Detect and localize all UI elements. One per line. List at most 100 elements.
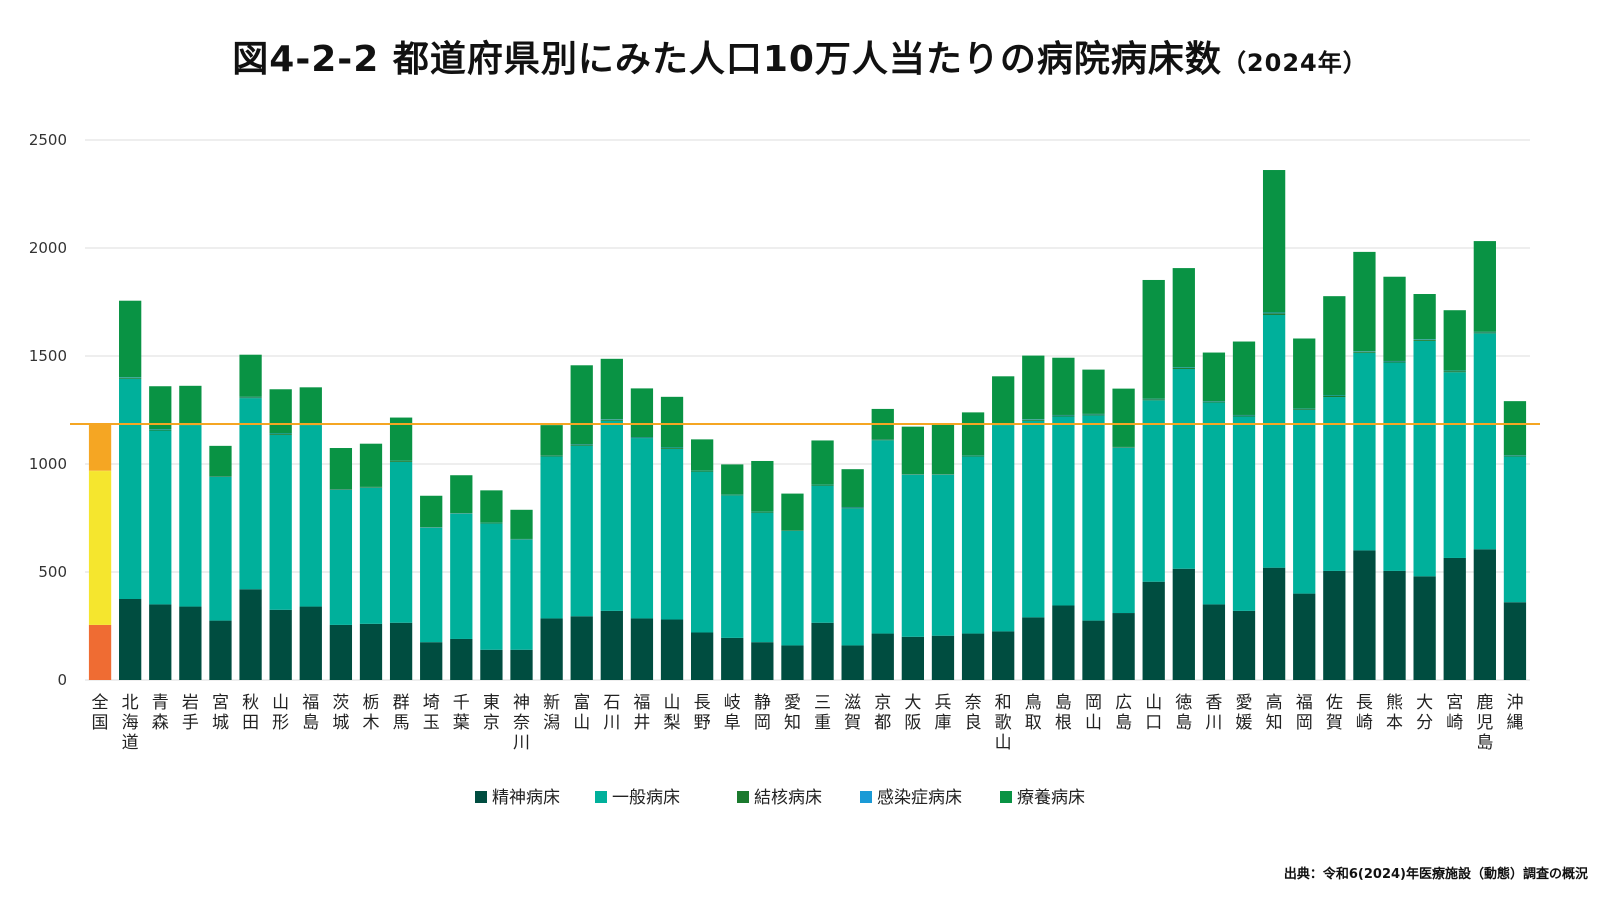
x-tick-label: 奈 bbox=[513, 713, 530, 733]
bar-segment bbox=[1022, 617, 1045, 680]
x-tick-label: 兵 bbox=[934, 693, 951, 713]
x-tick-label: 川 bbox=[1205, 713, 1222, 733]
bar-segment bbox=[1172, 368, 1195, 569]
bar-segment bbox=[269, 389, 292, 434]
bar-segment bbox=[721, 495, 744, 638]
x-tick-label: 城 bbox=[212, 713, 229, 733]
bar-segment bbox=[1112, 447, 1135, 614]
x-tick-label: 崎 bbox=[1356, 713, 1373, 733]
source-note: 出典：令和6(2024)年医療施設（動態）調査の概況 bbox=[1283, 867, 1588, 882]
bar-segment bbox=[751, 642, 774, 680]
x-tick-label: 鹿 bbox=[1476, 693, 1493, 713]
x-tick-label: 宮 bbox=[1446, 693, 1463, 713]
bar-segment bbox=[1172, 268, 1195, 368]
chart-title-main: 図4-2-2 都道府県別にみた人口10万人当たりの病院病床数 bbox=[232, 39, 1222, 80]
bar-segment bbox=[480, 649, 503, 680]
bar-segment bbox=[721, 637, 744, 680]
bar-segment bbox=[389, 622, 413, 680]
bar-segment bbox=[88, 423, 112, 471]
bar-segment bbox=[1052, 415, 1075, 417]
bar-segment bbox=[1293, 409, 1316, 410]
x-tick-label: 愛 bbox=[1236, 693, 1253, 713]
bar-segment bbox=[841, 507, 864, 509]
bar-segment bbox=[751, 460, 774, 512]
bar-segment bbox=[992, 376, 1015, 424]
legend-swatch bbox=[475, 791, 487, 803]
bar-segment bbox=[1383, 362, 1406, 571]
x-tick-label: 都 bbox=[874, 713, 891, 733]
chart-title: 図4-2-2 都道府県別にみた人口10万人当たりの病院病床数（2024年） bbox=[0, 30, 1600, 82]
bar-segment bbox=[781, 493, 804, 531]
x-tick-label: 東 bbox=[483, 693, 500, 713]
legend-label: 結核病床 bbox=[754, 788, 822, 808]
bar-segment bbox=[359, 623, 383, 680]
x-tick-label: 群 bbox=[393, 693, 410, 713]
bar-segment bbox=[871, 633, 894, 680]
y-tick-label: 0 bbox=[57, 671, 67, 689]
x-tick-label: 和 bbox=[995, 693, 1012, 713]
bar-segment bbox=[1383, 570, 1406, 680]
bar-segment bbox=[901, 474, 925, 637]
x-tick-label: 潟 bbox=[543, 713, 560, 733]
x-tick-label: 福 bbox=[633, 693, 650, 713]
bar-segment bbox=[811, 622, 834, 680]
bar-segment bbox=[931, 424, 955, 475]
bar-segment bbox=[1443, 310, 1466, 371]
x-tick-label: 宮 bbox=[212, 693, 229, 713]
bar-segment bbox=[329, 489, 353, 625]
x-tick-label: 島 bbox=[1175, 713, 1192, 733]
x-tick-label: 新 bbox=[543, 693, 560, 713]
bar-segment bbox=[1112, 388, 1135, 447]
bar-segment bbox=[751, 511, 774, 513]
bar-segment bbox=[811, 484, 834, 486]
bar-segment bbox=[1353, 351, 1376, 353]
bar-segment bbox=[149, 430, 172, 605]
bar-segment bbox=[329, 489, 353, 490]
bar-segment bbox=[1413, 340, 1436, 577]
bar-segment bbox=[570, 365, 593, 445]
bar-segment bbox=[510, 539, 533, 650]
y-tick-label: 1000 bbox=[29, 455, 67, 473]
bar-segment bbox=[119, 300, 142, 378]
x-tick-label: 歌 bbox=[995, 713, 1012, 733]
bar-segment bbox=[540, 455, 563, 457]
bar-segment bbox=[811, 440, 834, 485]
bar-segment bbox=[1383, 361, 1406, 363]
x-tick-label: 長 bbox=[694, 693, 711, 713]
x-tick-label: 木 bbox=[362, 713, 379, 733]
x-tick-label: 千 bbox=[453, 693, 470, 713]
y-tick-label: 1500 bbox=[29, 347, 67, 365]
bar-segment bbox=[1022, 355, 1045, 420]
x-tick-label: 賀 bbox=[844, 713, 861, 733]
x-tick-label: 川 bbox=[603, 713, 620, 733]
chart-title-year: （2024年） bbox=[1221, 49, 1368, 77]
bar-segment bbox=[961, 412, 985, 456]
bar-segment bbox=[359, 487, 383, 624]
x-tick-label: 縄 bbox=[1506, 713, 1523, 733]
bar-segment bbox=[88, 471, 112, 625]
bar-segment bbox=[1353, 550, 1376, 680]
x-tick-label: 北 bbox=[122, 693, 139, 713]
x-tick-label: 森 bbox=[152, 713, 169, 733]
bar-segment bbox=[329, 448, 353, 490]
bar-segment bbox=[119, 378, 142, 599]
bar-segment bbox=[420, 527, 443, 643]
x-tick-label: 埼 bbox=[423, 693, 440, 713]
bar-segment bbox=[931, 635, 955, 680]
bar-segment bbox=[1443, 371, 1466, 373]
bar-segment bbox=[931, 474, 955, 636]
bar-segment bbox=[690, 470, 714, 472]
x-tick-label: 山 bbox=[1145, 693, 1162, 713]
bar-segment bbox=[119, 377, 142, 379]
bar-segment bbox=[269, 434, 292, 610]
bar-segment bbox=[1262, 314, 1286, 568]
x-tick-label: 梨 bbox=[664, 713, 681, 733]
bar-segment bbox=[570, 616, 593, 680]
bar-segment bbox=[299, 387, 322, 425]
x-tick-label: 富 bbox=[573, 693, 590, 713]
bar-segment bbox=[781, 530, 804, 646]
bar-segment bbox=[1082, 415, 1105, 621]
bar-segment bbox=[660, 396, 684, 448]
x-tick-label: 福 bbox=[302, 693, 319, 713]
